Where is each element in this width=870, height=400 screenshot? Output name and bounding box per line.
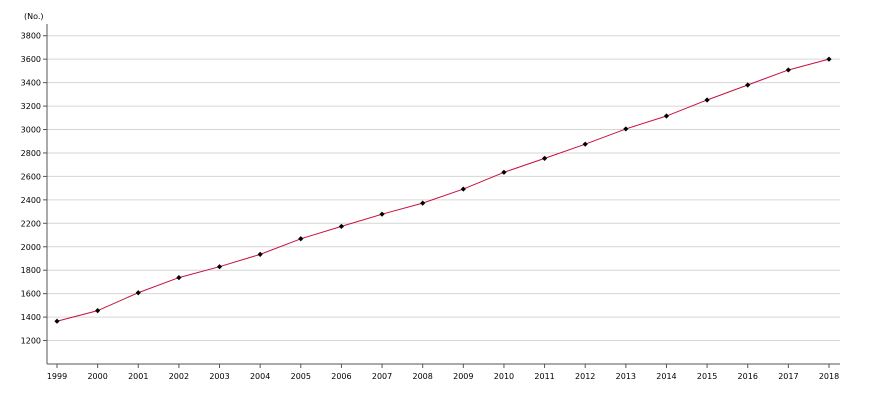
x-tick-label: 2003 (209, 372, 229, 381)
data-point-2017 (785, 67, 791, 73)
x-tick-label: 2013 (616, 372, 636, 381)
data-point-2003 (216, 264, 223, 270)
y-tick-label: 1600 (21, 290, 41, 299)
x-tick-label: 1999 (47, 372, 67, 381)
y-tick-label: 2400 (21, 196, 41, 205)
x-tick-label: 2004 (250, 372, 270, 381)
data-point-2009 (460, 186, 466, 192)
y-tick-label: 3400 (21, 79, 41, 88)
x-tick-label: 2015 (697, 372, 717, 381)
y-axis-unit-label: (No.) (24, 12, 44, 21)
data-series (54, 56, 832, 324)
data-point-2014 (663, 113, 670, 119)
data-point-2007 (379, 211, 385, 217)
data-point-2000 (95, 308, 101, 314)
x-tick-labels: 1999 2000 2001 2002 2003 2004 2005 2006 2007 2008… (47, 372, 839, 381)
y-tick-labels: 1200 1400 1600 1800 2000 2200 2400 2600 2800 3000… (21, 32, 41, 346)
axes (43, 24, 840, 368)
data-point-2002 (176, 274, 182, 281)
x-tick-label: 2006 (331, 372, 351, 381)
y-tick-label: 2000 (21, 243, 41, 252)
x-tick-label: 2017 (778, 372, 798, 381)
x-tick-label: 2000 (87, 372, 107, 381)
grid-lines (47, 35, 840, 342)
y-tick-label: 3800 (21, 32, 41, 41)
x-tick-label: 2005 (291, 372, 311, 381)
data-point-2010 (501, 169, 507, 175)
x-tick-label: 2009 (453, 372, 473, 381)
x-tick-label: 2002 (169, 372, 189, 381)
series-line (56, 58, 830, 322)
y-tick-label: 3000 (21, 126, 41, 135)
x-tick-label: 2001 (128, 372, 148, 381)
data-point-2012 (582, 141, 588, 147)
y-tick-label: 2200 (21, 219, 41, 228)
y-tick-label: 3600 (21, 55, 41, 64)
x-tick-label: 2016 (738, 372, 758, 381)
data-point-1999 (54, 318, 60, 324)
data-point-2008 (420, 200, 426, 206)
y-tick-label: 1400 (21, 313, 41, 322)
data-point-2016 (745, 82, 751, 88)
x-tick-label: 2008 (413, 372, 433, 381)
x-tick-label: 2018 (819, 372, 839, 381)
x-tick-label: 2010 (494, 372, 514, 381)
y-tick-label: 1200 (21, 337, 41, 346)
y-tick-label: 2800 (21, 149, 41, 158)
data-point-2013 (623, 126, 629, 132)
x-tick-label: 2011 (534, 372, 554, 381)
x-tick-label: 2014 (656, 372, 676, 381)
data-point-2015 (704, 97, 710, 103)
data-point-2001 (135, 290, 141, 296)
y-tick-label: 3200 (21, 102, 41, 111)
data-point-2005 (298, 236, 304, 242)
x-tick-label: 2012 (575, 372, 595, 381)
y-tick-label: 1800 (21, 266, 41, 275)
data-point-2006 (338, 223, 345, 229)
data-point-2011 (541, 155, 548, 161)
data-point-2018 (826, 56, 832, 62)
y-tick-label: 2600 (21, 172, 41, 181)
data-point-2004 (257, 251, 263, 257)
x-tick-label: 2007 (372, 372, 392, 381)
